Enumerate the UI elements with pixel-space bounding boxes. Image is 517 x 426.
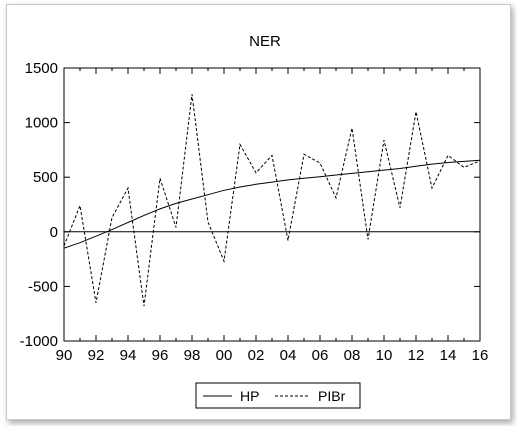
chart-title: NER [249,33,281,50]
x-tick-label: 06 [312,347,329,364]
y-tick-label: 500 [33,169,58,186]
y-tick-label: -1000 [20,333,58,350]
x-tick-label: 10 [376,347,393,364]
x-tick-label: 08 [344,347,361,364]
x-tick-label: 00 [216,347,233,364]
x-tick-label: 94 [120,347,137,364]
y-tick-label: -500 [28,278,58,295]
series-line-pibr [63,94,481,307]
y-tick-label: 1000 [25,115,58,132]
legend-pibr-label: PIBr [318,388,346,404]
x-tick-label: 12 [408,347,425,364]
plot-area [63,67,481,342]
x-tick-label: 02 [248,347,265,364]
series-line-hp [63,159,481,249]
x-tick-label: 16 [472,347,489,364]
x-tick-label: 96 [152,347,169,364]
x-tick-label: 98 [184,347,201,364]
x-tick-label: 14 [440,347,457,364]
legend-hp-label: HP [240,388,259,404]
legend: HP PIBr [195,382,361,409]
x-tick-label: 90 [56,347,73,364]
y-tick-label: 1500 [25,60,58,77]
x-tick-label: 04 [280,347,297,364]
y-tick-label: 0 [50,224,58,241]
x-tick-label: 92 [88,347,105,364]
